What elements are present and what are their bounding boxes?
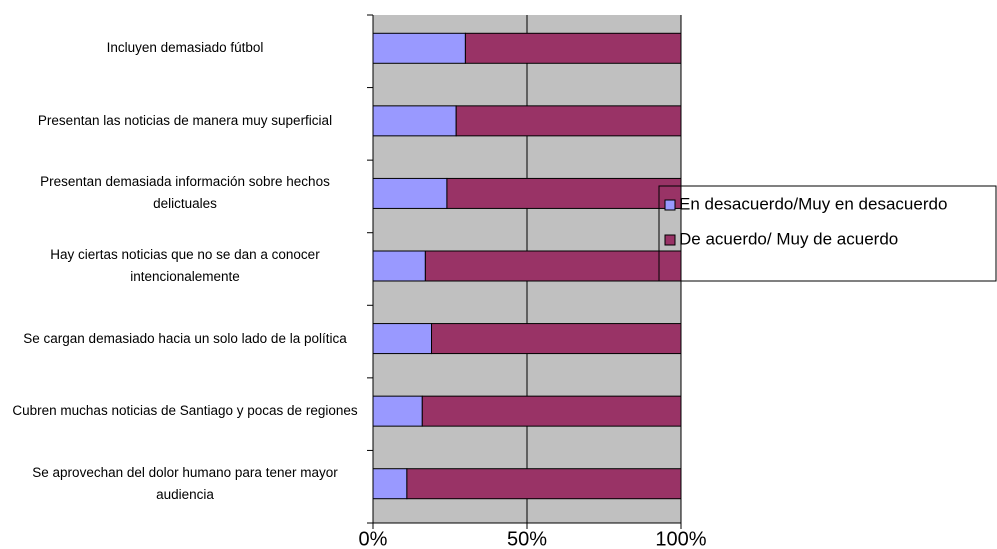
legend-label: De acuerdo/ Muy de acuerdo [679,229,898,248]
x-tick-label: 100% [655,528,706,549]
bar-segment [372,32,466,64]
bar-segment [372,468,408,500]
bar-segment [431,323,682,355]
bar-segment [372,395,423,427]
bar-segment [406,468,682,500]
bar-segment [372,323,433,355]
bar-segment [372,105,457,137]
y-tick-label: Se cargan demasiado hacia un solo lado d… [23,330,347,346]
y-tick-label: Hay ciertas noticias que no se dan a con… [50,247,320,284]
bar-segment [464,32,682,64]
legend-swatch [664,234,676,246]
y-tick-label: Se aprovechan del dolor humano para tene… [32,464,338,502]
legend-swatch [664,199,676,211]
y-tick-label: Presentan demasiada información sobre he… [40,174,330,212]
y-tick-label: Presentan las noticias de manera muy sup… [37,112,333,128]
bar-segment [455,105,682,137]
y-tick-label: Incluyen demasiado fútbol [106,40,264,56]
bar-segment [446,177,682,209]
bar-segment [372,177,448,209]
bar-segment [424,250,682,282]
bar-segment [421,395,682,427]
y-tick-label: Cubren muchas noticias de Santiago y poc… [12,403,358,419]
bar-segment [372,250,426,282]
x-tick-label: 50% [507,528,547,549]
legend-box [658,185,997,282]
x-tick-label: 0% [359,528,388,549]
legend-label: En desacuerdo/Muy en desacuerdo [679,194,947,213]
